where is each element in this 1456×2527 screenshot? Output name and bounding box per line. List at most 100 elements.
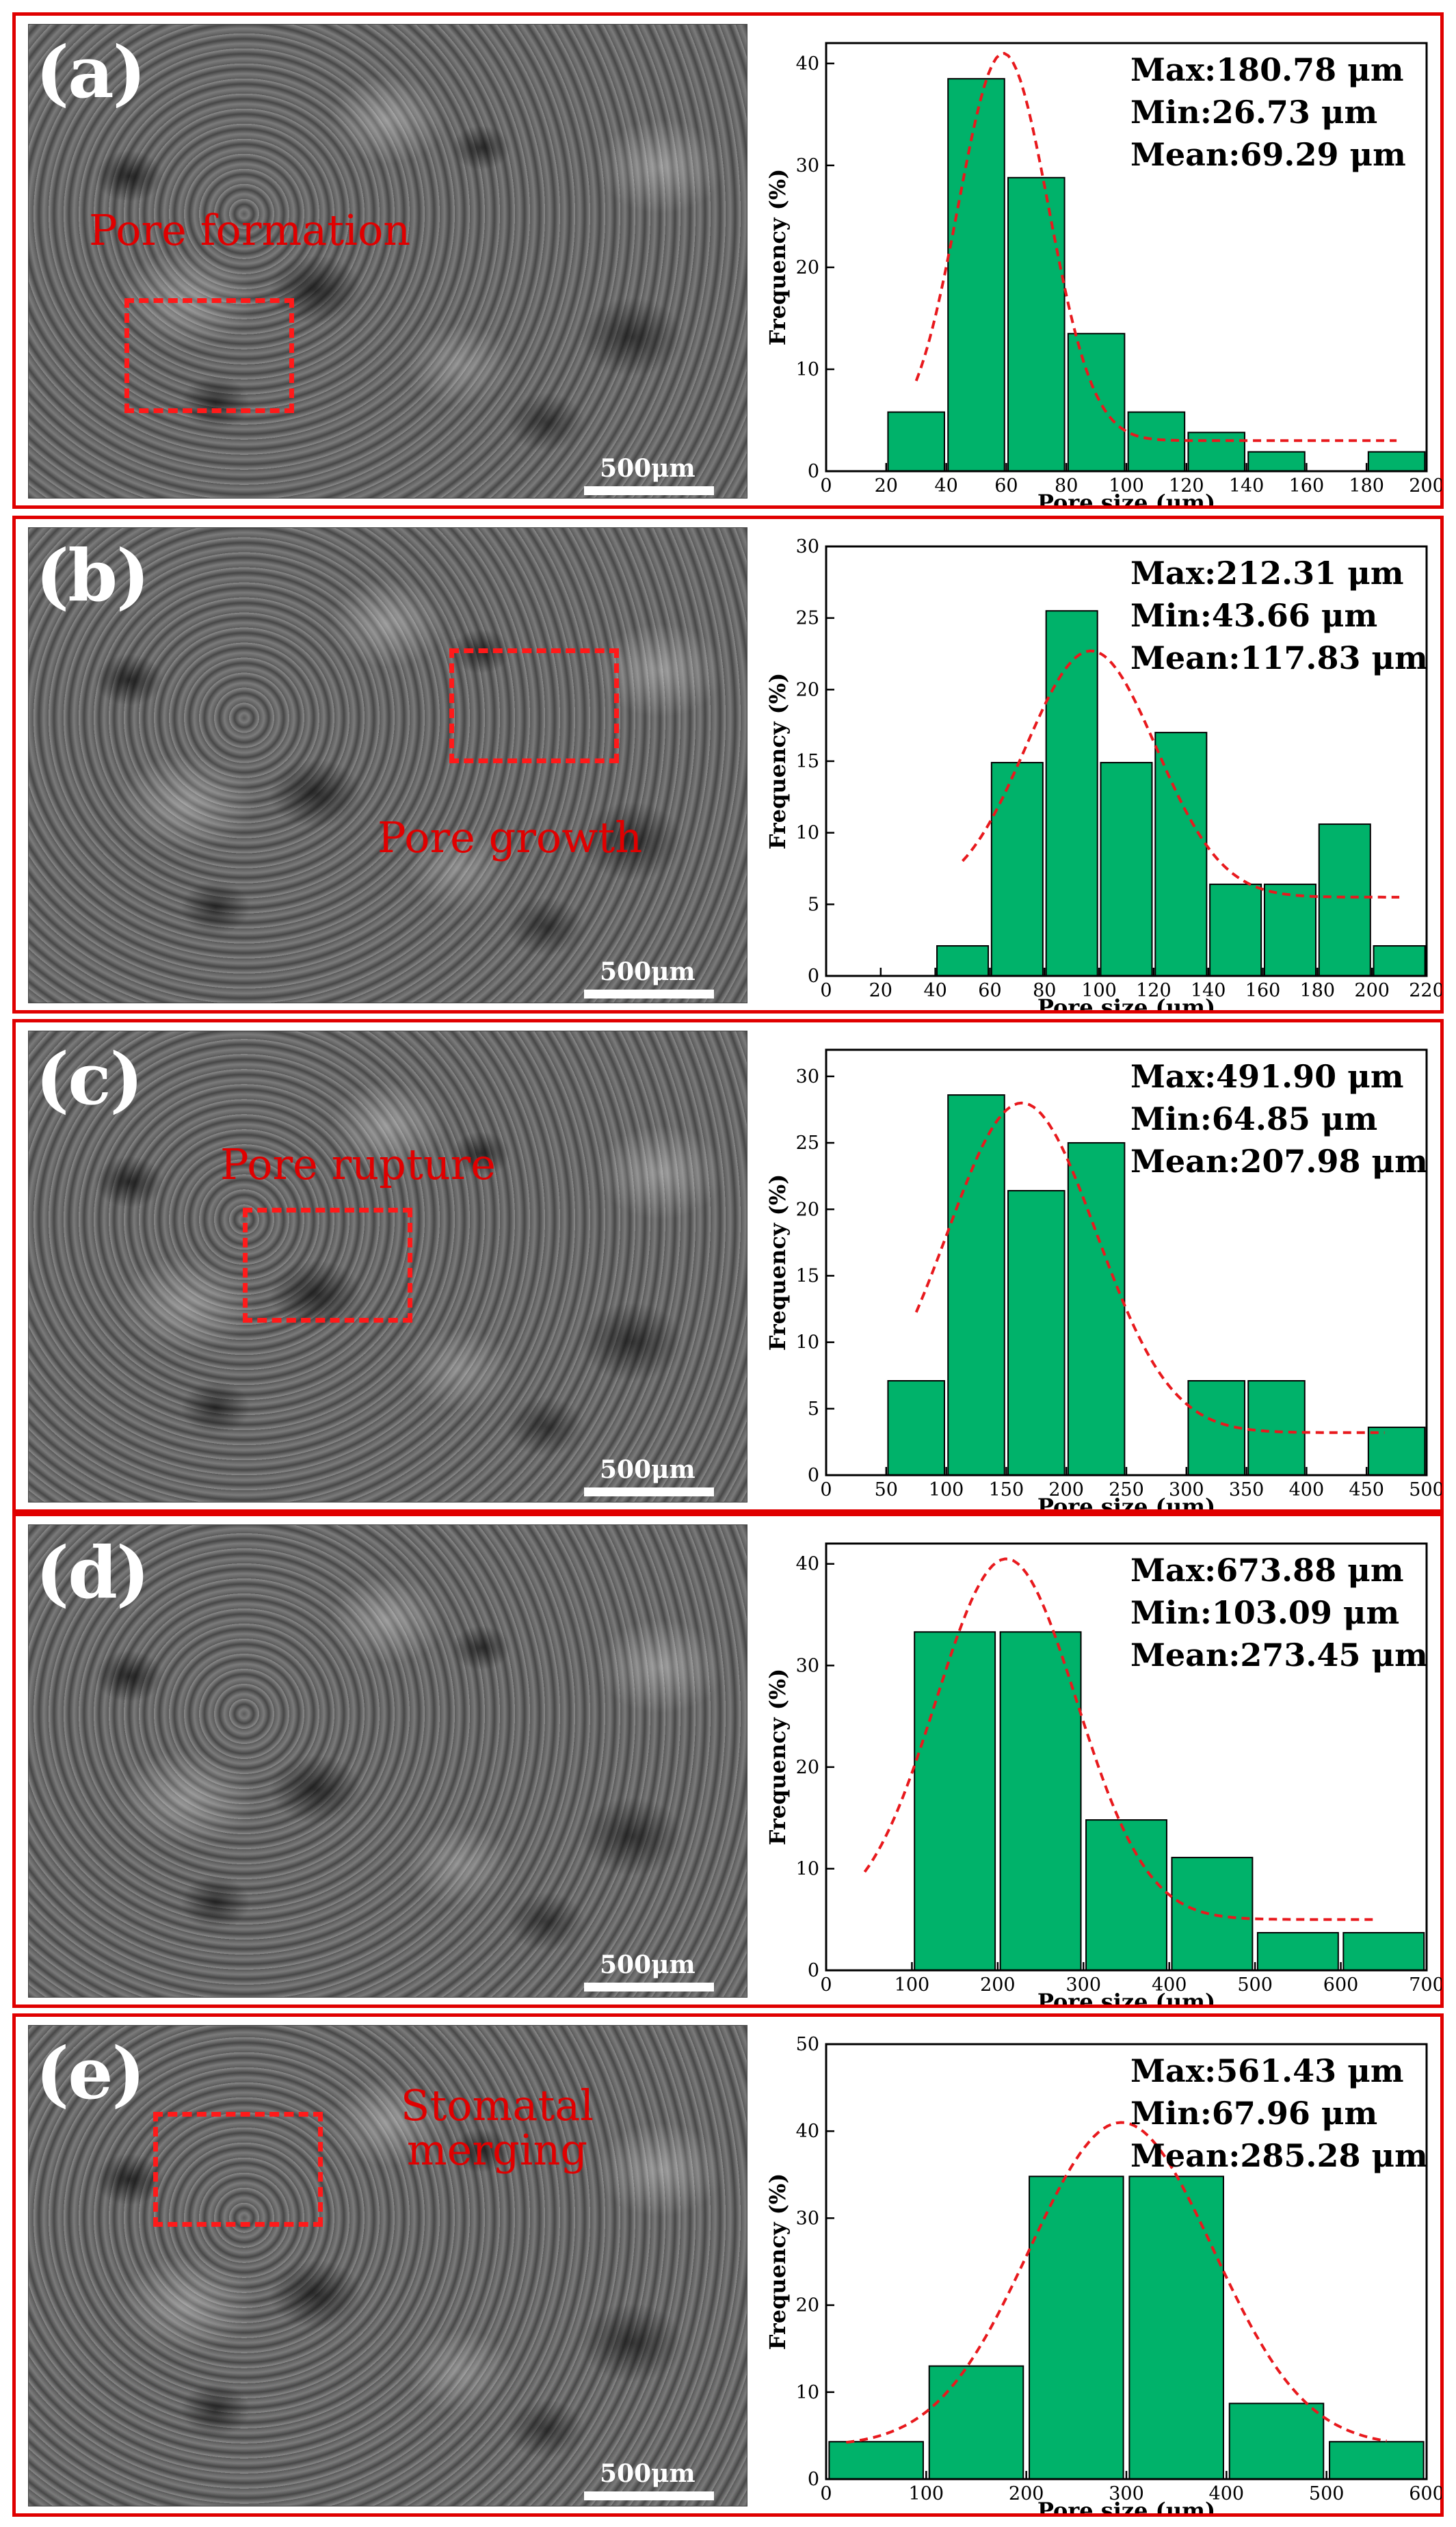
x-tick-label: 180 <box>1300 980 1336 1001</box>
sem-image-d: (d) 500μm <box>28 1524 747 1998</box>
y-tick-label: 20 <box>796 257 819 278</box>
sem-image-c: (c) Pore rupture 500μm <box>28 1031 747 1503</box>
histogram-bar <box>1329 2441 1425 2480</box>
x-tick-label: 100 <box>895 1974 930 1996</box>
y-tick-label: 15 <box>796 1265 819 1286</box>
histogram-c: 0 50 100 150 200 250 300 350 400 450 500 0 5 10 15 20 25… <box>765 1048 1442 1509</box>
y-axis-label: Frequency (%) <box>765 1669 791 1846</box>
panel-a: (a) Pore formation 500μm 0 20 40 60 80 100 120… <box>12 12 1444 509</box>
plot-area: 0 20 40 60 80 100 120 140 160 180 200 220 0 5 10 15 20 25… <box>765 536 1442 1010</box>
plot-area: 0 100 200 300 400 500 600 0 10 20 30 40 50 Pore size … <box>765 2034 1442 2513</box>
histogram-bar <box>1045 610 1098 977</box>
y-tick-label: 5 <box>808 1399 819 1420</box>
x-tick-label: 300 <box>1066 1974 1102 1996</box>
x-tick-label: 40 <box>934 475 957 497</box>
histogram-bar <box>1247 451 1306 473</box>
x-tick-label: 500 <box>1237 1974 1273 1996</box>
panel-letter: (a) <box>36 30 146 114</box>
y-tick-label: 50 <box>796 2034 819 2055</box>
x-tick-label: 350 <box>1229 1479 1265 1500</box>
gaussian-fit-curve <box>962 649 1400 899</box>
histogram-bar <box>1228 2403 1325 2480</box>
y-tick-label: 0 <box>808 2469 819 2490</box>
y-tick-label: 0 <box>808 966 819 987</box>
y-tick-label: 25 <box>796 1133 819 1154</box>
gaussian-fit-curve <box>914 1101 1385 1434</box>
x-tick-label: 0 <box>820 1479 832 1500</box>
scale-bar <box>584 1487 714 1496</box>
panel-b: (b) Pore growth 500μm 0 20 40 60 80 100 120 140… <box>12 516 1444 1014</box>
histogram-bar <box>936 945 990 977</box>
histogram-d: 0 100 200 300 400 500 600 700 0 10 20 30 40 Pore size… <box>765 1542 1442 2005</box>
scale-bar <box>584 2491 714 2500</box>
x-tick-label: 250 <box>1109 1479 1144 1500</box>
x-tick-label: 500 <box>1309 2483 1345 2504</box>
dashed-region-box <box>449 648 619 763</box>
x-tick-label: 600 <box>1409 2483 1442 2504</box>
panel-c: (c) Pore rupture 500μm 0 50 100 150 200 250 30… <box>12 1019 1444 1513</box>
pore-stat-mean: Mean:285.28 μm <box>1130 2137 1428 2174</box>
histogram-bar <box>947 1094 1005 1476</box>
x-tick-label: 20 <box>869 980 892 1001</box>
y-tick-label: 30 <box>796 2208 819 2229</box>
histogram-a: 0 20 40 60 80 100 120 140 160 180 200 0 10 20 30 40 Pore… <box>765 42 1442 505</box>
histogram-bar <box>1085 1819 1167 1971</box>
histogram-bar <box>928 2365 1024 2480</box>
x-tick-label: 100 <box>929 1479 964 1500</box>
y-tick-label: 0 <box>808 1960 819 1981</box>
scale-bar <box>584 990 714 998</box>
plot-area: 0 50 100 150 200 250 300 350 400 450 500 0 5 10 15 20 25… <box>765 1048 1442 1509</box>
y-tick-label: 10 <box>796 2382 819 2403</box>
y-tick-label: 0 <box>808 1465 819 1486</box>
panel-letter: (d) <box>36 1531 150 1615</box>
y-tick-label: 30 <box>796 536 819 557</box>
y-axis-label: Frequency (%) <box>765 169 791 346</box>
y-tick-label: 10 <box>796 1332 819 1353</box>
pore-stat-min: Min:103.09 μm <box>1130 1594 1399 1631</box>
histogram-bar <box>914 1631 996 1971</box>
y-tick-label: 30 <box>796 155 819 176</box>
histogram-bar <box>999 1631 1082 1971</box>
panel-letter: (e) <box>36 2031 146 2115</box>
histogram-bar <box>990 762 1044 977</box>
scale-bar <box>584 1983 714 1992</box>
x-tick-label: 20 <box>875 475 898 497</box>
plot-frame <box>825 1542 1428 1972</box>
y-tick-label: 20 <box>796 1757 819 1778</box>
x-tick-label: 100 <box>1109 475 1144 497</box>
histogram-bar <box>1171 1857 1254 1972</box>
x-tick-label: 200 <box>1409 475 1442 497</box>
scale-bar-label: 500μm <box>600 1950 696 1979</box>
scale-bar-label: 500μm <box>600 957 696 986</box>
sem-image-b: (b) Pore growth 500μm <box>28 527 747 1003</box>
pore-stat-mean: Mean:207.98 μm <box>1130 1143 1428 1180</box>
histogram-bar <box>1263 884 1316 977</box>
y-tick-label: 20 <box>796 2295 819 2316</box>
x-tick-label: 0 <box>820 980 832 1001</box>
scale-bar-label: 500μm <box>600 1455 696 1484</box>
pore-stat-max: Max:212.31 μm <box>1130 555 1404 592</box>
panel-e: (e) Stomatal merging 500μm 0 100 200 300 400… <box>12 2013 1444 2517</box>
gaussian-fit-curve <box>914 51 1397 442</box>
x-tick-label: 140 <box>1229 475 1265 497</box>
x-tick-label: 80 <box>1033 980 1056 1001</box>
y-tick-label: 40 <box>796 1554 819 1575</box>
x-tick-label: 120 <box>1136 980 1172 1001</box>
dashed-region-box <box>153 2112 323 2227</box>
histogram-e: 0 100 200 300 400 500 600 0 10 20 30 40 50 Pore size … <box>765 2034 1442 2513</box>
x-tick-label: 300 <box>1109 2483 1144 2504</box>
histogram-bar <box>1067 332 1126 472</box>
x-tick-label: 450 <box>1349 1479 1384 1500</box>
x-tick-label: 200 <box>1354 980 1390 1001</box>
x-tick-label: 60 <box>978 980 1001 1001</box>
x-axis-label: Pore size (μm) <box>1037 1494 1215 1509</box>
y-tick-label: 20 <box>796 1199 819 1220</box>
sem-image-e: (e) Stomatal merging 500μm <box>28 2025 747 2506</box>
y-tick-label: 15 <box>796 751 819 772</box>
x-tick-label: 200 <box>1009 2483 1044 2504</box>
histogram-bar <box>887 1379 945 1477</box>
histogram-bar <box>1154 732 1208 977</box>
y-tick-label: 20 <box>796 679 819 700</box>
plot-area: 0 100 200 300 400 500 600 700 0 10 20 30 40 Pore size… <box>765 1542 1442 2005</box>
histogram-bar <box>1342 1932 1425 1971</box>
